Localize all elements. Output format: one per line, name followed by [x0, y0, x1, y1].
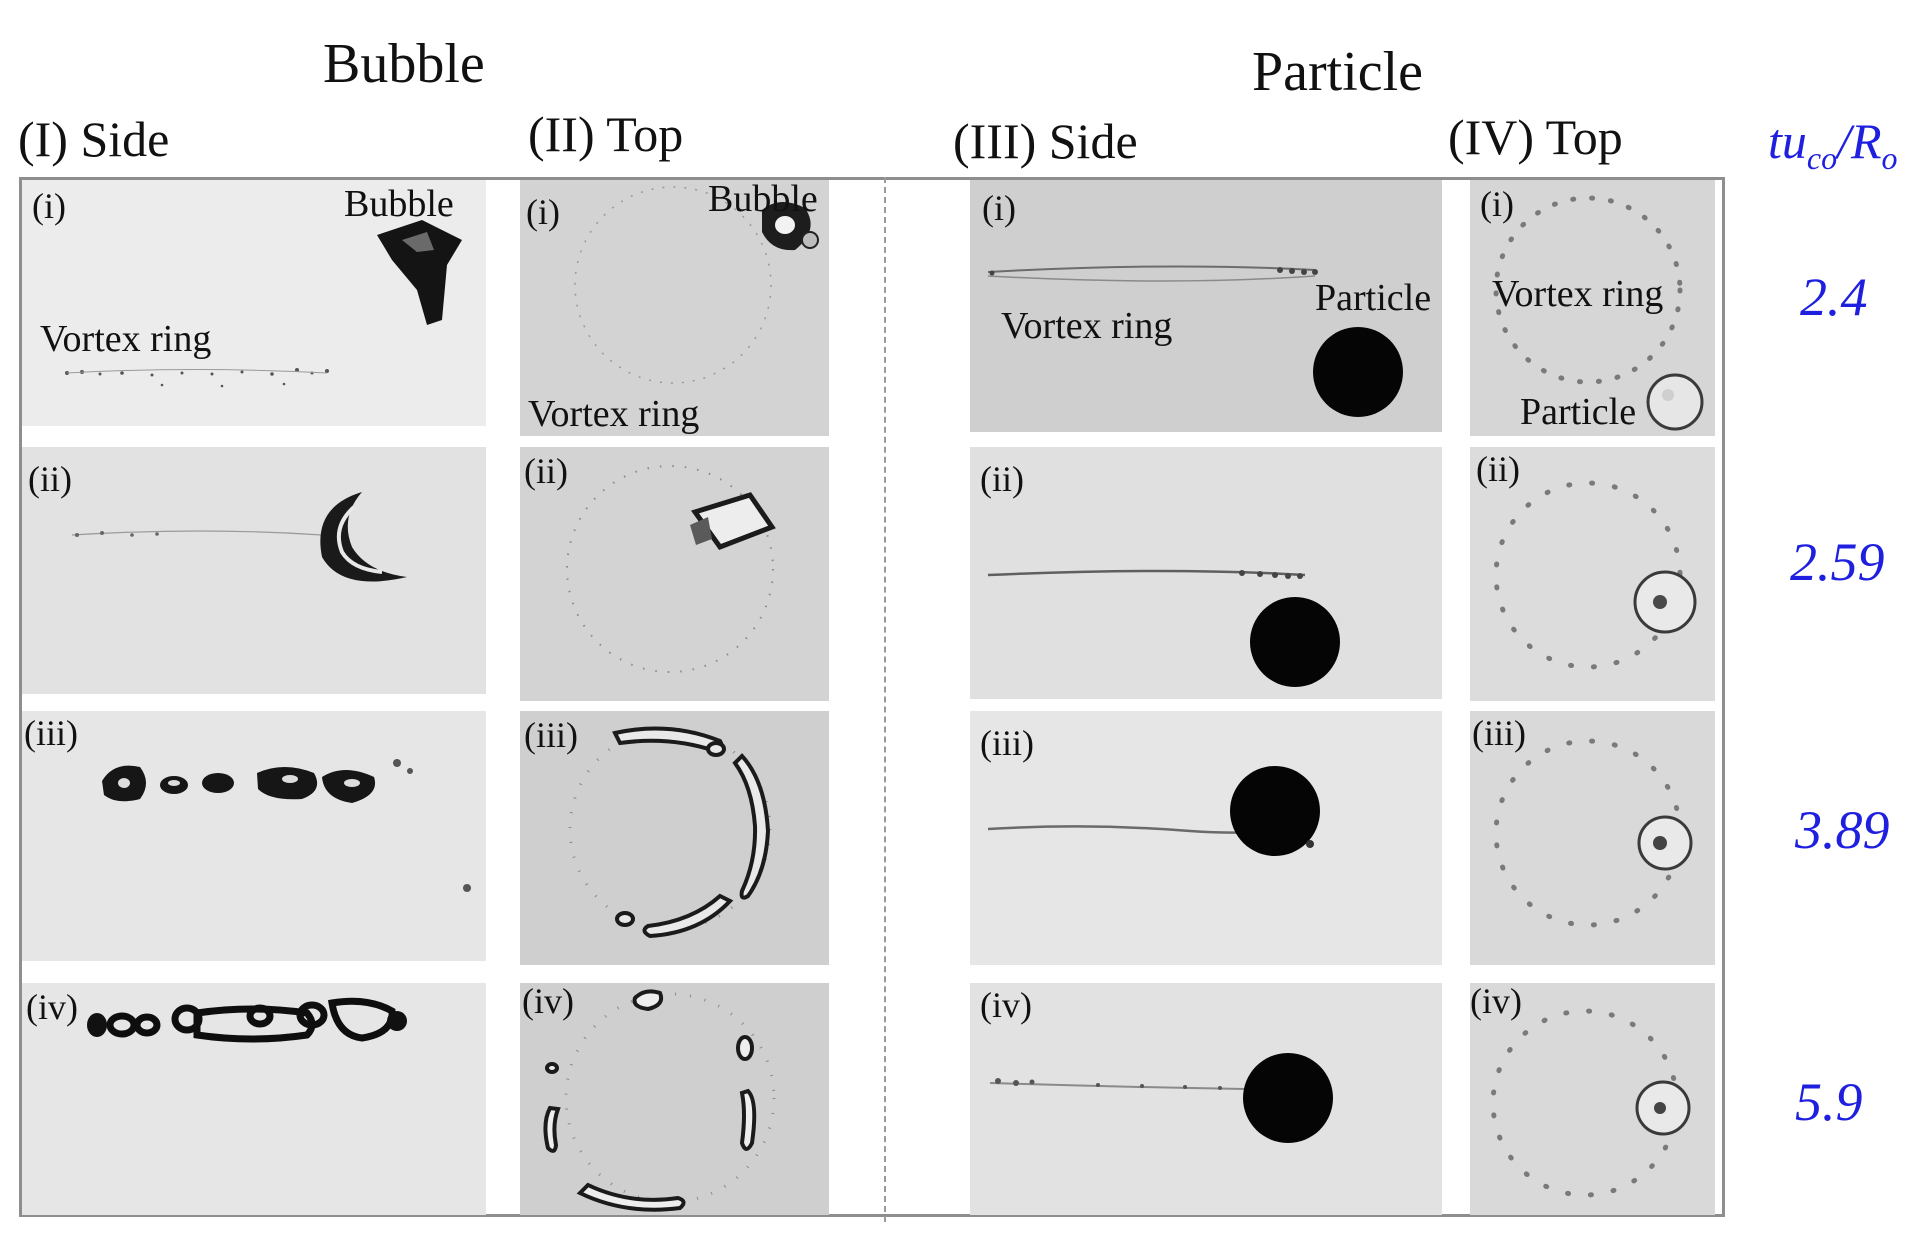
bubble-particle-divider: [884, 177, 886, 1222]
bubble-group-title: Bubble: [323, 33, 485, 95]
bubble-side-panel-iii: (iii): [22, 711, 486, 961]
row-label-particle-top-iii: (iii): [1472, 713, 1526, 753]
bubble-top-panel-iii: (iii): [520, 711, 829, 965]
bubble-side-panel-i: (i) Bubble Vortex ring: [22, 180, 486, 426]
bubble-annotation-side: Bubble: [344, 183, 454, 225]
bubble-annotation-top: Bubble: [708, 180, 818, 220]
time-value-row-ii: 2.59: [1790, 532, 1885, 592]
bubble-side-image-iii: [102, 759, 471, 892]
particle-top-image-iii: [1493, 738, 1693, 928]
particle-top-image-ii: [1493, 480, 1697, 670]
row-label-particle-top-i: (i): [1480, 184, 1514, 224]
row-label-bubble-top-i: (i): [526, 192, 560, 232]
row-label-particle-side-i: (i): [982, 188, 1016, 228]
bubble-side-image-iv: [87, 997, 407, 1043]
particle-side-image-iii: [987, 766, 1320, 856]
particle-side-panel-i: (i) Particle Vortex ring: [970, 180, 1442, 432]
particle-side-image-ii: [987, 569, 1340, 687]
time-value-row-i: 2.4: [1800, 267, 1868, 327]
row-label-bubble-top-ii: (ii): [524, 451, 568, 491]
figure-frame: [19, 177, 1725, 1217]
bubble-top-image-ii: [566, 465, 776, 673]
bubble-side-panel-iv: (iv): [22, 983, 486, 1215]
bubble-side-image-i: [65, 220, 462, 388]
particle-side-image-iv: [989, 1053, 1333, 1143]
row-label-bubble-top-iv: (iv): [522, 983, 574, 1021]
row-label-bubble-side-i: (i): [32, 186, 66, 226]
bubble-top-panel-ii: (ii): [520, 447, 829, 701]
bubble-top-image-i: [574, 186, 819, 384]
row-label-particle-side-iv: (iv): [980, 985, 1032, 1025]
bubble-top-image-iii: [568, 726, 772, 939]
particle-side-panel-iv: (iv): [970, 983, 1442, 1215]
bubble-top-image-iv: [543, 989, 776, 1212]
particle-top-panel-iv: (iv): [1470, 983, 1715, 1215]
time-value-row-iv: 5.9: [1795, 1072, 1863, 1132]
particle-top-image-i: [1493, 195, 1704, 431]
particle-top-image-iv: [1490, 1008, 1691, 1198]
particle-side-image-i: [987, 265, 1403, 417]
row-label-bubble-side-iii: (iii): [24, 713, 78, 753]
vortex-ring-annotation-bubble-side: Vortex ring: [40, 318, 212, 360]
col-header-side-particle: (III) Side: [953, 113, 1138, 169]
particle-side-panel-iii: (iii): [970, 711, 1442, 965]
bubble-top-panel-i: (i) Bubble Vortex ring: [520, 180, 829, 436]
row-label-bubble-side-ii: (ii): [28, 459, 72, 499]
particle-side-panel-ii: (ii): [970, 447, 1442, 699]
row-label-bubble-top-iii: (iii): [524, 715, 578, 755]
bubble-side-panel-ii: (ii): [22, 447, 486, 694]
row-label-particle-top-ii: (ii): [1476, 449, 1520, 489]
particle-annotation-side: Particle: [1315, 277, 1432, 319]
row-label-particle-side-iii: (iii): [980, 723, 1034, 763]
vortex-ring-annotation-particle-side: Vortex ring: [1001, 305, 1173, 347]
particle-annotation-top: Particle: [1520, 391, 1637, 433]
time-axis-label: tuco/Ro: [1768, 113, 1898, 176]
time-value-row-iii: 3.89: [1795, 800, 1890, 860]
particle-top-panel-ii: (ii): [1470, 447, 1715, 701]
bubble-top-panel-iv: (iv): [520, 983, 829, 1215]
vortex-ring-annotation-bubble-top: Vortex ring: [528, 393, 700, 435]
bubble-side-image-ii: [71, 492, 407, 582]
col-header-side-bubble: (I) Side: [18, 111, 170, 167]
particle-top-panel-iii: (iii): [1470, 711, 1715, 965]
row-label-particle-side-ii: (ii): [980, 459, 1024, 499]
row-label-bubble-side-iv: (iv): [26, 987, 78, 1027]
vortex-ring-annotation-particle-top: Vortex ring: [1492, 273, 1664, 315]
particle-top-panel-i: (i) Vortex ring Particle: [1470, 180, 1715, 436]
col-header-top-particle: (IV) Top: [1448, 109, 1623, 165]
col-header-top-bubble: (II) Top: [528, 106, 684, 162]
row-label-particle-top-iv: (iv): [1470, 983, 1522, 1021]
particle-group-title: Particle: [1252, 41, 1424, 103]
